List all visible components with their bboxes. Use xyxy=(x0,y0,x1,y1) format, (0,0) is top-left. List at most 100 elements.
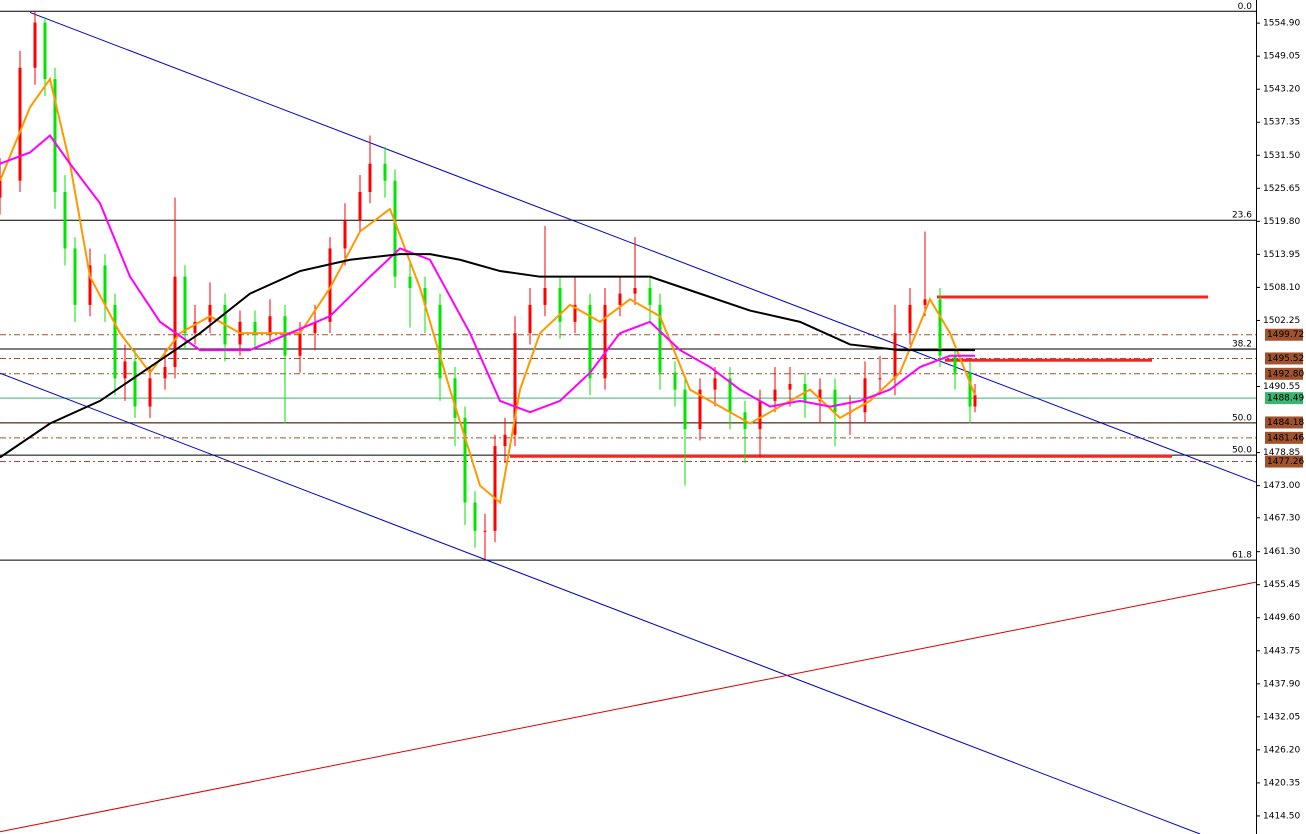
candle-body xyxy=(543,287,547,305)
candle-body xyxy=(393,180,397,277)
candle-body xyxy=(728,378,732,413)
level-box xyxy=(1265,352,1303,365)
fib-label: 61.8 xyxy=(1232,551,1252,561)
candle-body xyxy=(268,316,272,334)
candle-body xyxy=(313,321,317,334)
candle-body xyxy=(133,361,137,407)
fib-label: 50.0 xyxy=(1232,413,1252,423)
candle-body xyxy=(88,265,92,305)
y-tick-label: 1519.80 xyxy=(1263,217,1300,227)
y-tick-label: 1420.35 xyxy=(1263,778,1300,788)
candle-body xyxy=(73,248,77,305)
y-tick-label: 1543.20 xyxy=(1263,85,1300,95)
candle-body xyxy=(908,304,912,334)
candle-body xyxy=(298,333,302,356)
candle-body xyxy=(463,417,467,503)
candle-body xyxy=(713,378,717,390)
y-tick-label: 1467.30 xyxy=(1263,513,1300,523)
level-label: 1488.49 xyxy=(1267,394,1304,404)
y-tick-label: 1473.00 xyxy=(1263,481,1300,491)
candle-body xyxy=(358,191,362,221)
level-box xyxy=(1265,455,1303,468)
fib-label: 0.0 xyxy=(1238,2,1253,12)
level-label: 1492.80 xyxy=(1267,369,1304,379)
candle-body xyxy=(63,191,67,249)
candle-body xyxy=(423,287,427,305)
candle-body xyxy=(893,333,897,379)
y-tick-label: 1414.50 xyxy=(1263,811,1300,821)
candle-body xyxy=(818,389,822,401)
candle-body xyxy=(33,22,37,68)
candle-body xyxy=(923,299,927,305)
y-tick-label: 1490.55 xyxy=(1263,382,1300,392)
trendline xyxy=(29,11,1257,483)
candle-body xyxy=(208,304,212,322)
candle-body xyxy=(953,355,957,373)
y-tick-label: 1513.95 xyxy=(1263,250,1300,260)
candle-body xyxy=(588,304,592,379)
candle-body xyxy=(253,321,257,334)
candle-body xyxy=(788,383,792,390)
level-label: 1484.18 xyxy=(1267,418,1304,428)
candle-body xyxy=(633,287,637,294)
fib-label: 23.6 xyxy=(1232,211,1252,221)
candle-body xyxy=(483,530,487,532)
candle-body xyxy=(18,67,22,181)
y-tick-label: 1502.25 xyxy=(1263,316,1300,326)
candle-body xyxy=(618,293,622,305)
level-label: 1495.52 xyxy=(1267,354,1304,364)
candle-body xyxy=(173,276,177,368)
y-tick-label: 1554.90 xyxy=(1263,19,1300,29)
y-tick-label: 1443.75 xyxy=(1263,646,1300,656)
candle-body xyxy=(53,79,57,192)
level-box xyxy=(1265,367,1303,380)
y-tick-label: 1432.05 xyxy=(1263,712,1300,722)
candle-body xyxy=(528,304,532,334)
candle-body xyxy=(0,180,2,198)
candle-body xyxy=(558,287,562,322)
moving-average xyxy=(0,253,975,459)
candle-body xyxy=(368,163,372,192)
candle-body xyxy=(163,367,167,379)
level-label: 1481.46 xyxy=(1267,433,1304,443)
candle-body xyxy=(973,395,977,407)
candle-body xyxy=(878,378,882,380)
fib-label: 38.2 xyxy=(1232,339,1252,349)
candle-body xyxy=(513,333,517,435)
candle-body xyxy=(658,304,662,373)
level-box xyxy=(1265,392,1303,405)
candle-body xyxy=(473,502,477,531)
level-box xyxy=(1265,328,1303,341)
candle-body xyxy=(493,446,497,531)
candle-body xyxy=(123,361,127,379)
level-label: 1477.26 xyxy=(1267,457,1304,467)
y-tick-label: 1461.30 xyxy=(1263,547,1300,557)
candle-body xyxy=(863,378,867,413)
moving-average xyxy=(0,134,975,414)
candle-body xyxy=(438,304,442,379)
candle-body xyxy=(328,248,332,322)
trendline xyxy=(0,581,1257,833)
y-tick-label: 1437.90 xyxy=(1263,679,1300,689)
candle-body xyxy=(698,389,702,430)
y-tick-label: 1525.65 xyxy=(1263,184,1300,194)
candle-body xyxy=(408,276,412,288)
candle-body xyxy=(43,22,47,80)
candle-body xyxy=(833,389,837,413)
y-tick-label: 1508.10 xyxy=(1263,283,1300,293)
candle-body xyxy=(573,304,577,322)
candle-body xyxy=(503,434,507,447)
candle-body xyxy=(938,299,942,356)
candle-body xyxy=(683,389,687,430)
y-tick-label: 1549.05 xyxy=(1263,52,1300,62)
y-tick-label: 1537.35 xyxy=(1263,118,1300,128)
candle-body xyxy=(773,389,777,401)
y-tick-label: 1426.20 xyxy=(1263,745,1300,755)
y-tick-label: 1531.50 xyxy=(1263,151,1300,161)
y-tick-label: 1455.45 xyxy=(1263,580,1300,590)
trendline xyxy=(0,372,1201,834)
candle-body xyxy=(383,163,387,181)
candle-body xyxy=(968,372,972,407)
